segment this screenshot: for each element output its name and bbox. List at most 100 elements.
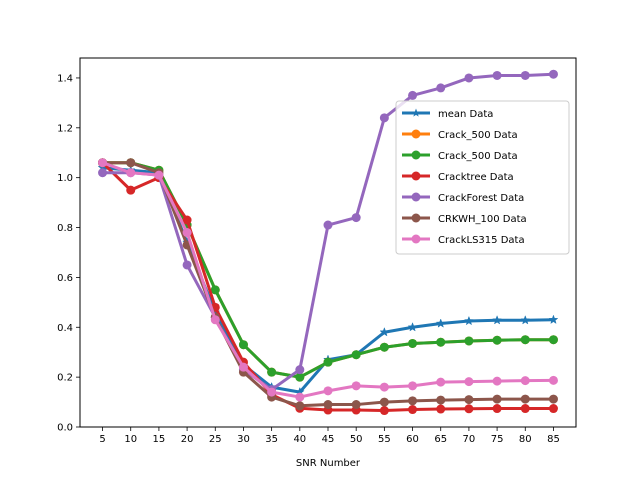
data-point — [379, 113, 389, 123]
x-tick-label: 65 — [434, 434, 447, 445]
legend-label: Crack_500 Data — [438, 130, 518, 141]
legend-item: CrackLS315 Data — [402, 234, 525, 246]
y-tick-label: 1.4 — [57, 73, 73, 84]
legend-label: Cracktree Data — [438, 172, 514, 183]
y-tick-label: 0.8 — [57, 223, 73, 234]
y-tick-label: 0.0 — [57, 423, 73, 434]
data-point — [182, 228, 192, 238]
data-point — [492, 404, 502, 414]
data-point — [464, 377, 474, 387]
data-point — [548, 375, 558, 385]
legend-label: CRKWH_100 Data — [438, 214, 527, 225]
data-point — [408, 405, 418, 415]
data-point — [436, 337, 446, 347]
data-point — [323, 220, 333, 230]
data-point — [267, 367, 277, 377]
data-point — [520, 70, 530, 80]
data-point — [520, 335, 530, 345]
data-point — [548, 394, 558, 404]
data-point — [295, 372, 305, 382]
data-point — [464, 404, 474, 414]
data-point — [238, 362, 248, 372]
data-point — [351, 381, 361, 391]
data-point — [492, 315, 503, 325]
legend-marker — [411, 129, 421, 139]
legend-item: mean Data — [402, 108, 493, 120]
legend-marker — [411, 192, 421, 202]
legend-label: CrackForest Data — [438, 193, 524, 204]
x-tick-label: 80 — [519, 434, 532, 445]
x-tick-label: 85 — [547, 434, 560, 445]
data-point — [548, 404, 558, 414]
legend-marker — [411, 171, 421, 181]
series-crackls315-data-6 — [98, 158, 558, 402]
data-point — [323, 357, 333, 367]
data-point — [548, 314, 559, 325]
data-point — [408, 381, 418, 391]
legend-item: Crack_500 Data — [402, 150, 518, 162]
y-axis: 0.0 0.2 0.4 0.6 0.8 1.0 1.2 1.4 — [57, 73, 80, 434]
data-point — [238, 340, 248, 350]
x-axis: 5 10 15 20 25 30 35 40 45 50 55 60 65 70 75 80 85 — [99, 427, 560, 445]
data-point — [408, 90, 418, 100]
legend-label: CrackLS315 Data — [438, 235, 525, 246]
data-point — [379, 342, 389, 352]
data-point — [351, 400, 361, 410]
data-point — [295, 365, 305, 375]
x-tick-label: 25 — [209, 434, 222, 445]
x-tick-label: 70 — [463, 434, 476, 445]
x-tick-label: 45 — [322, 434, 335, 445]
data-point — [210, 315, 220, 325]
data-point — [436, 83, 446, 93]
data-point — [379, 406, 389, 416]
x-tick-label: 50 — [350, 434, 363, 445]
data-point — [98, 168, 108, 178]
data-point — [408, 338, 418, 348]
legend-item: Crack_500 Data — [402, 129, 518, 141]
data-point — [492, 394, 502, 404]
data-point — [323, 400, 333, 410]
series-layer — [97, 69, 559, 416]
legend-item: CRKWH_100 Data — [402, 213, 527, 225]
data-point — [379, 327, 390, 337]
data-point — [520, 376, 530, 386]
legend-marker — [411, 150, 421, 160]
data-point — [295, 392, 305, 402]
y-tick-label: 0.2 — [57, 373, 73, 384]
data-point — [154, 170, 164, 180]
x-axis-label: SNR Number — [296, 458, 361, 469]
y-tick-label: 1.0 — [57, 173, 73, 184]
x-tick-label: 60 — [406, 434, 419, 445]
data-point — [463, 315, 474, 326]
legend-marker — [411, 234, 421, 244]
data-point — [492, 335, 502, 345]
data-point — [98, 158, 108, 168]
data-point — [408, 396, 418, 406]
legend-item: Cracktree Data — [402, 171, 514, 183]
data-point — [548, 335, 558, 345]
legend-box — [395, 100, 570, 255]
x-tick-label: 55 — [378, 434, 391, 445]
data-point — [492, 376, 502, 386]
legend-marker — [411, 108, 421, 117]
data-point — [126, 168, 136, 178]
data-point — [436, 377, 446, 387]
x-tick-label: 30 — [237, 434, 250, 445]
data-point — [379, 397, 389, 407]
legend-label: Crack_500 Data — [438, 151, 518, 162]
y-tick-label: 0.4 — [57, 323, 73, 334]
data-point — [464, 73, 474, 83]
data-point — [520, 315, 531, 325]
data-point — [436, 395, 446, 405]
legend: mean Data Crack_500 Data Crack_500 Data Cra… — [395, 100, 570, 255]
data-point — [267, 387, 277, 397]
data-point — [126, 185, 136, 195]
data-point — [295, 401, 305, 411]
data-point — [520, 394, 530, 404]
data-point — [126, 158, 136, 168]
data-point — [548, 69, 558, 79]
legend-label: mean Data — [438, 109, 493, 120]
y-tick-label: 1.2 — [57, 123, 73, 134]
data-point — [323, 386, 333, 396]
